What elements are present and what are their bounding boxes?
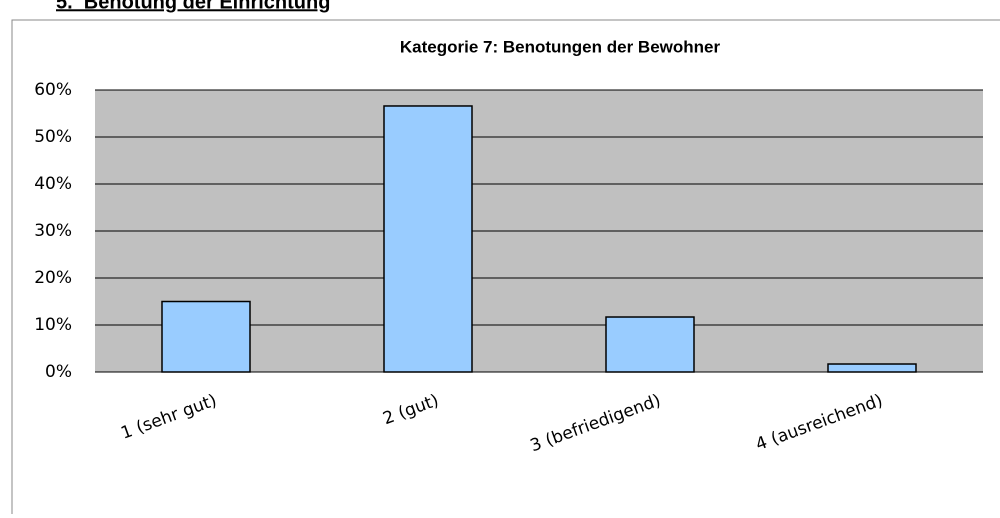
bar bbox=[827, 363, 917, 373]
y-tick-label: 40% bbox=[34, 174, 72, 194]
bar bbox=[383, 105, 473, 373]
y-tick-label: 20% bbox=[34, 268, 72, 288]
heading: 5. Benotung der Einrichtung bbox=[56, 0, 330, 13]
y-tick-label: 0% bbox=[45, 362, 72, 382]
bar bbox=[161, 300, 251, 373]
y-tick-label: 10% bbox=[34, 315, 72, 335]
bar bbox=[605, 316, 695, 373]
y-tick-label: 30% bbox=[34, 221, 72, 241]
y-tick-label: 60% bbox=[34, 80, 72, 100]
y-tick-label: 50% bbox=[34, 127, 72, 147]
chart-title: Kategorie 7: Benotungen der Bewohner bbox=[400, 37, 721, 56]
